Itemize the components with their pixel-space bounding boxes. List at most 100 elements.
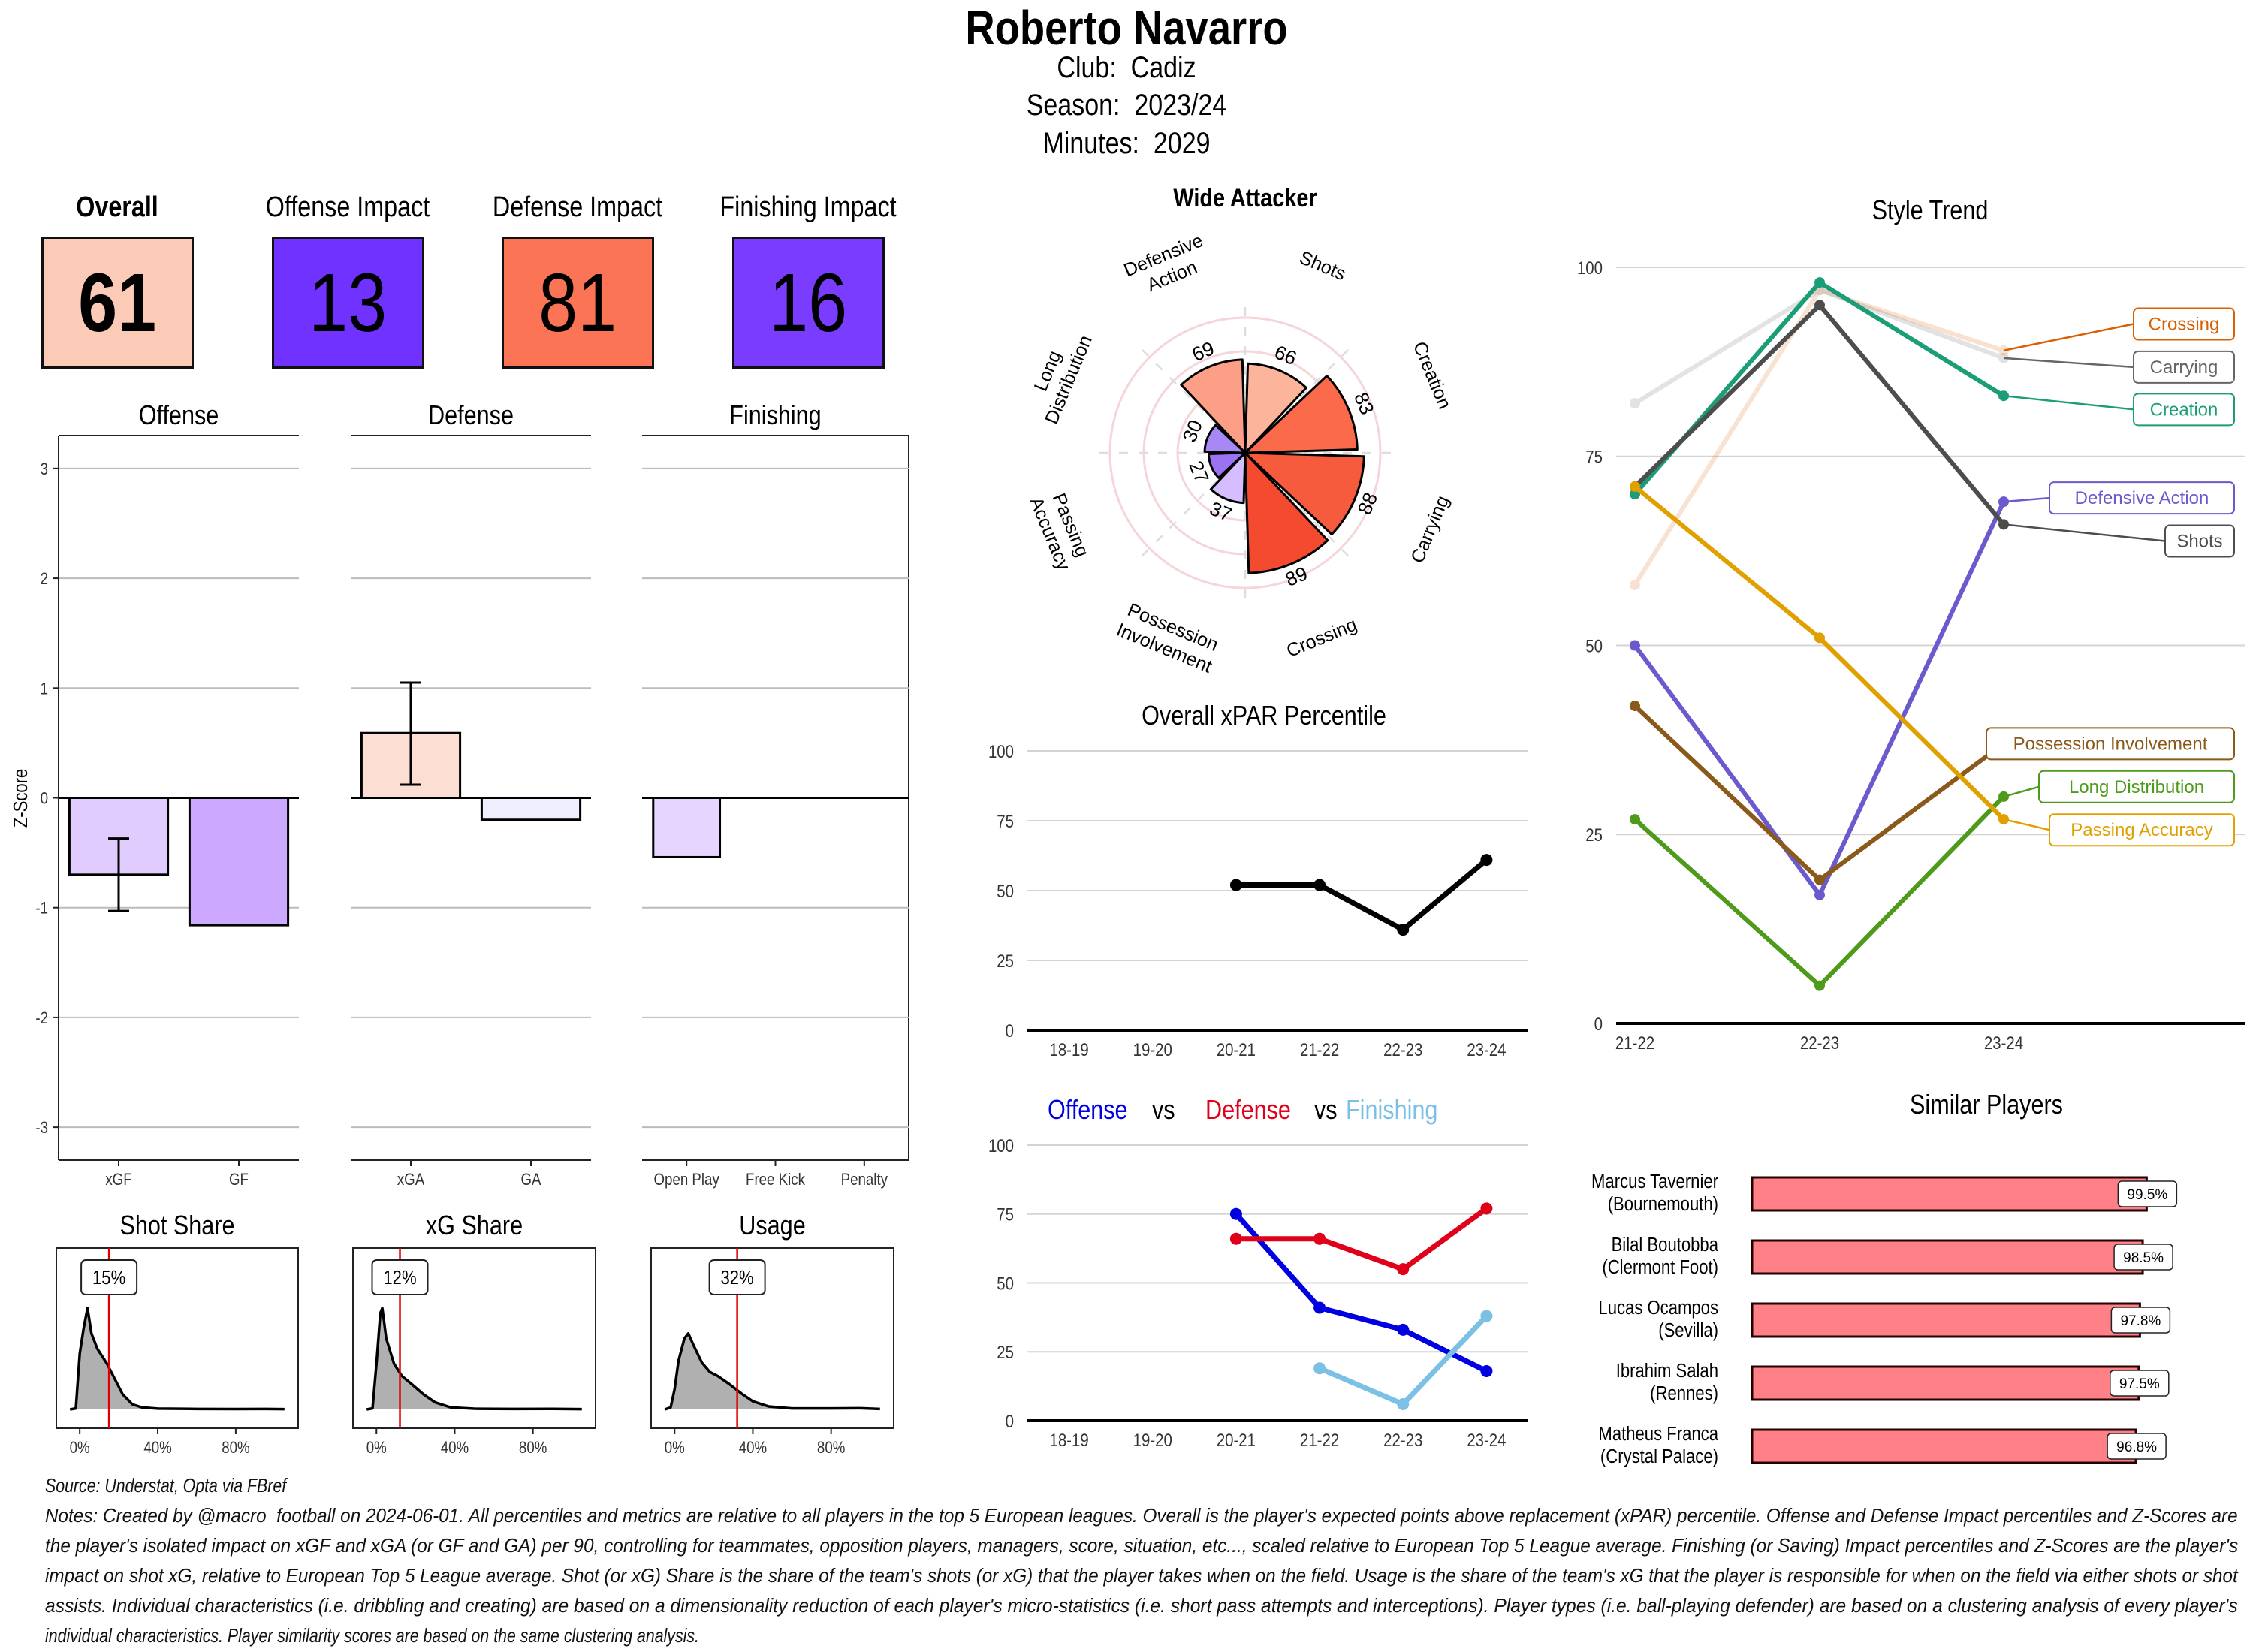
chart-title: Wide Attacker — [1173, 183, 1317, 213]
density-area — [665, 1333, 880, 1409]
y-tick-label: 50 — [1585, 636, 1603, 656]
label-leader-line — [2003, 496, 2050, 503]
value-label-box — [371, 1259, 429, 1295]
series-line — [1633, 288, 2004, 586]
radar-category-label: Crossing — [1283, 614, 1360, 662]
series-label: Passing Accuracy — [2071, 820, 2212, 840]
y-tick-label: 100 — [988, 741, 1014, 761]
similarity-bar — [1751, 1176, 2148, 1212]
zscore-panel-defense: Defense xGA GA — [351, 401, 591, 1189]
x-tick-label: 80% — [222, 1439, 249, 1458]
distribution-xg-share: xG Share 12% 0% 40% 80% — [352, 1211, 596, 1457]
chart-title-part: vs — [1152, 1096, 1175, 1126]
data-point — [1814, 889, 1825, 900]
style-trend-chart: 0 25 50 75 100 21-22 22-23 23-24 Style Trend Cros… — [1577, 196, 2245, 1053]
notes-line: individual characteristics. Player simil… — [45, 1624, 699, 1647]
impact-card-label: Finishing Impact — [719, 191, 897, 223]
impact-card-value: 61 — [78, 256, 157, 349]
bar-gf — [188, 797, 290, 927]
x-tick-label: 20-21 — [1217, 1039, 1256, 1060]
radar-wedge-defensive-action — [1180, 358, 1247, 454]
y-tick-label: 75 — [1585, 447, 1603, 467]
series-passing-accuracy — [1630, 481, 2009, 825]
radar-wedge-crossing — [1244, 451, 1329, 574]
label-leader-line — [2003, 818, 2050, 831]
data-point — [1397, 1263, 1410, 1276]
similarity-label-box — [2107, 1433, 2167, 1460]
value-label: 32% — [721, 1267, 754, 1289]
label-box — [2164, 524, 2235, 558]
chart-title: Similar Players — [1910, 1090, 2063, 1120]
data-point — [1313, 1301, 1326, 1314]
value-label-box — [708, 1259, 766, 1295]
similarity-label: 97.5% — [2119, 1376, 2160, 1392]
player-name: Lucas Ocampos — [1598, 1297, 1718, 1319]
player-name: Matheus Franca — [1598, 1423, 1718, 1445]
impact-card-value: 13 — [309, 256, 388, 349]
series-label: Defensive Action — [2075, 488, 2209, 508]
minutes-label: Minutes: — [1042, 127, 1139, 160]
similarity-label: 97.8% — [2120, 1313, 2161, 1329]
series-line — [1235, 1206, 1488, 1272]
x-tick-label: 0% — [70, 1439, 90, 1458]
y-tick-label: -2 — [35, 1010, 48, 1028]
data-point — [1630, 579, 1640, 590]
y-tick-label: 2 — [41, 571, 48, 589]
label-leader-line — [2003, 394, 2134, 411]
x-tick-label: 22-23 — [1383, 1430, 1422, 1450]
bar-ga — [480, 797, 582, 821]
panel-title: xG Share — [426, 1211, 523, 1241]
x-tick-label: Penalty — [841, 1171, 888, 1189]
series-label: Creation — [2150, 399, 2218, 420]
player-name: Ibrahim Salah — [1616, 1360, 1718, 1382]
label-leader-line — [2003, 523, 2166, 542]
xpar-chart: 0 25 50 75 100 18-19 19-20 20-21 21-22 22-23 23-24… — [988, 701, 1528, 1060]
chart-title: Style Trend — [1872, 196, 1989, 226]
data-point — [1814, 277, 1825, 288]
density-line — [664, 1332, 880, 1411]
label-box — [1986, 727, 2235, 761]
panel-title: Shot Share — [119, 1211, 234, 1241]
y-tick-label: 0 — [1006, 1411, 1014, 1431]
x-tick-label: 18-19 — [1050, 1039, 1089, 1060]
label-box — [2049, 481, 2235, 515]
similarity-label: 99.5% — [2127, 1187, 2167, 1203]
similarity-label-box — [2113, 1244, 2173, 1271]
impact-card-box: 13 — [272, 237, 424, 369]
series-label: Possession Involvement — [2013, 734, 2208, 754]
series-possession-involvement — [1630, 701, 2009, 885]
x-tick-label: 22-23 — [1800, 1032, 1839, 1053]
notes-line: assists. Individual characteristics (i.e… — [45, 1594, 2238, 1617]
series-label-passing-accuracy: Passing Accuracy — [2003, 813, 2235, 847]
notes-line: impact on shot xG, relative to European … — [45, 1564, 2238, 1587]
data-point — [1480, 1202, 1493, 1215]
series-finishing — [1313, 1310, 1493, 1410]
x-tick-label: GF — [229, 1171, 249, 1189]
data-point — [1397, 924, 1410, 936]
similarity-bar — [1751, 1365, 2140, 1401]
impact-card-box: 16 — [732, 237, 885, 369]
data-point — [1480, 1364, 1493, 1377]
panel-frame — [56, 1247, 299, 1429]
chart-title-part: Finishing — [1346, 1096, 1437, 1126]
series-xpar — [1229, 854, 1493, 936]
season-line: Season: 2023/24 — [169, 89, 2084, 122]
player-name-title: Roberto Navarro — [965, 1, 1288, 55]
density-area — [366, 1308, 582, 1409]
y-tick-label: 1 — [41, 680, 48, 698]
panel-frame — [650, 1247, 894, 1429]
similarity-label-box — [2117, 1180, 2178, 1207]
x-tick-label: 23-24 — [1467, 1430, 1506, 1450]
y-tick-label: 100 — [988, 1135, 1014, 1156]
x-tick-label: 21-22 — [1300, 1039, 1339, 1060]
panel-frame — [352, 1247, 596, 1429]
data-point — [1480, 1310, 1493, 1322]
series-label-crossing: Crossing — [2003, 307, 2235, 351]
x-tick-label: GA — [520, 1171, 541, 1189]
series-line — [1633, 484, 2006, 821]
x-tick-label: 21-22 — [1300, 1430, 1339, 1450]
series-defense — [1229, 1202, 1493, 1276]
data-point — [1814, 874, 1825, 885]
impact-card-value: 81 — [538, 256, 617, 349]
series-label-carrying: Carrying — [2003, 350, 2235, 384]
